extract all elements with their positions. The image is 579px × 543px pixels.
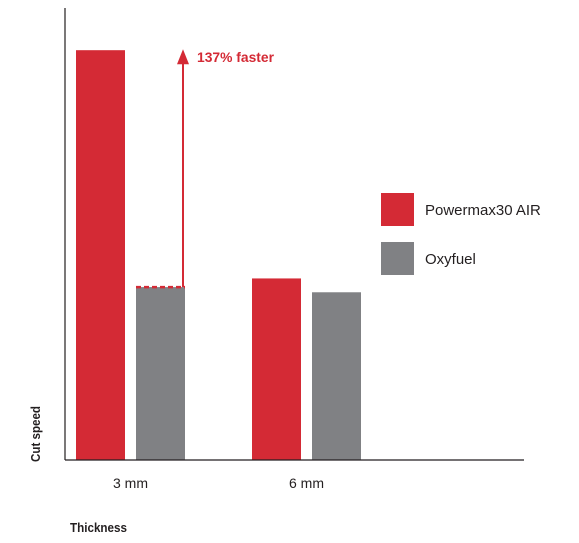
annotation-layer: 137% faster — [136, 49, 275, 289]
bar-oxyfuel-6mm — [312, 292, 361, 460]
x-tick-label: 6 mm — [289, 475, 324, 491]
x-tick-labels: 3 mm 6 mm — [113, 475, 324, 491]
legend-label: Oxyfuel — [425, 251, 476, 268]
legend: Powermax30 AIR Oxyfuel — [381, 193, 541, 275]
bar-powermax30-air-3mm — [76, 50, 125, 460]
legend-label: Powermax30 AIR — [425, 202, 541, 219]
x-axis-label: Thickness — [70, 520, 127, 535]
y-axis-label: Cut speed — [28, 406, 43, 462]
bars-layer — [76, 50, 361, 460]
bar-oxyfuel-3mm — [136, 287, 185, 460]
x-tick-label: 3 mm — [113, 475, 148, 491]
legend-swatch — [381, 242, 414, 275]
annotation-label: 137% faster — [197, 49, 275, 65]
bar-powermax30-air-6mm — [252, 278, 301, 460]
annotation-arrow-head-icon — [177, 49, 189, 65]
legend-swatch — [381, 193, 414, 226]
